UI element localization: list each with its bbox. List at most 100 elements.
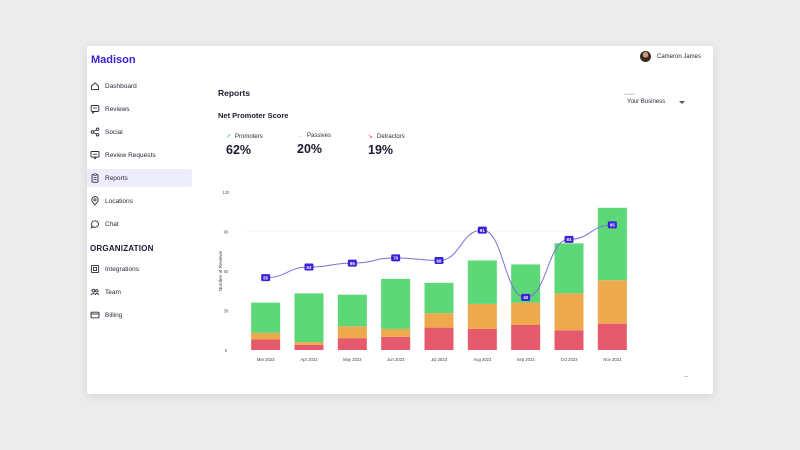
y-tick-label: 120 — [223, 190, 231, 195]
sidebar-item-label: Chat — [105, 220, 119, 228]
x-tick-label: May 2023 — [343, 357, 362, 362]
sidebar-item-dashboard[interactable]: Dashboard — [87, 77, 192, 95]
section-heading-organization: ORGANIZATION — [90, 244, 154, 253]
line-point-marker — [477, 226, 487, 234]
line-point-label: 91 — [480, 228, 485, 233]
bar-promoters — [251, 302, 281, 333]
bar-detractors — [424, 327, 454, 350]
bar-passives — [251, 332, 281, 340]
metric-label: Passives — [307, 133, 332, 139]
bar-detractors — [381, 336, 411, 350]
business-select-value: Your Business — [627, 99, 666, 105]
bar-detractors — [511, 324, 541, 350]
x-tick-label: Jul 2023 — [431, 357, 448, 362]
bar-detractors — [554, 330, 584, 350]
team-icon — [90, 287, 100, 297]
sidebar-item-review-requests[interactable]: Review Requests — [87, 146, 192, 164]
y-tick-label: 60 — [224, 269, 229, 274]
app-logo[interactable]: Madison — [91, 54, 136, 66]
sidebar-item-reports[interactable]: Reports — [87, 169, 192, 187]
x-tick-label: Mar 2023 — [257, 357, 275, 362]
avatar[interactable] — [639, 51, 651, 62]
line-point-label: 84 — [567, 237, 572, 242]
metric-label: Detractors — [377, 133, 405, 140]
page-title: Reports — [218, 88, 251, 98]
bar-promoters — [597, 207, 627, 281]
metric-passives: → Passives 20% — [297, 133, 331, 156]
line-point-marker — [521, 293, 531, 301]
bar-passives — [554, 293, 584, 331]
y-axis-label: Number of Reviews — [218, 250, 223, 291]
metric-detractors: ↘ Detractors 19% — [368, 133, 405, 158]
clipboard-icon — [90, 173, 100, 183]
x-tick-label: Nov 2023 — [603, 357, 622, 362]
sidebar-item-billing[interactable]: Billing — [87, 306, 192, 324]
line-point-marker — [347, 259, 357, 267]
bar-detractors — [467, 328, 497, 350]
line-point-marker — [261, 274, 271, 282]
sidebar-item-social[interactable]: Social — [87, 123, 192, 141]
line-point-marker — [564, 235, 574, 243]
bar-promoters — [294, 293, 324, 343]
line-point-label: 66 — [350, 261, 355, 266]
line-point-label: 70 — [393, 256, 398, 261]
line-point-label: 55 — [263, 275, 268, 280]
bar-detractors — [251, 339, 281, 350]
metric-promoters: ↗ Promoters 62% — [226, 133, 263, 158]
resize-handle — [684, 376, 688, 377]
metric-label: Promoters — [235, 133, 263, 140]
business-select-label: Location — [624, 92, 636, 96]
sidebar-item-label: Dashboard — [105, 82, 137, 90]
line-point-marker — [434, 256, 444, 264]
x-tick-label: Aug 2023 — [473, 357, 492, 362]
sidebar-item-team[interactable]: Team — [87, 283, 192, 301]
bar-promoters — [337, 294, 367, 327]
y-tick-label: 0 — [225, 348, 228, 353]
reviews-icon — [90, 104, 100, 114]
line-point-label: 40 — [523, 295, 528, 300]
line-point-label: 63 — [307, 265, 312, 270]
line-point-marker — [391, 254, 401, 262]
home-icon — [90, 81, 100, 91]
sidebar-item-label: Reviews — [105, 105, 130, 113]
nps-chart: 0 30 60 90 120 Number of Reviews Mar 2023 Apr 2… — [218, 190, 634, 362]
sidebar-item-chat[interactable]: Chat — [87, 215, 192, 233]
sidebar-item-locations[interactable]: Locations — [87, 192, 192, 210]
line-point-label: 95 — [610, 223, 615, 228]
message-icon — [90, 150, 100, 160]
line-point-marker — [607, 221, 617, 229]
user-name: Cameron James — [656, 53, 701, 60]
line-point-marker — [304, 263, 314, 271]
metric-value: 20% — [297, 142, 323, 156]
trend-flat-icon: → — [297, 133, 303, 139]
bar-passives — [511, 302, 541, 325]
sidebar-item-label: Social — [105, 128, 123, 136]
sidebar-item-reviews[interactable]: Reviews — [87, 100, 192, 118]
x-tick-label: Oct 2023 — [561, 357, 579, 362]
line-point-label: 68 — [437, 258, 442, 263]
share-icon — [90, 127, 100, 137]
location-icon — [90, 196, 100, 206]
sidebar-item-label: Review Requests — [105, 151, 156, 159]
bar-passives — [381, 328, 411, 337]
billing-icon — [90, 310, 100, 320]
user-menu[interactable]: Cameron James — [639, 51, 701, 62]
bar-promoters — [381, 278, 411, 329]
sidebar-item-integrations[interactable]: Integrations — [87, 260, 192, 278]
bar-detractors — [337, 338, 367, 350]
metric-value: 62% — [226, 143, 252, 157]
bar-detractors — [597, 323, 627, 350]
x-tick-label: Sep 2023 — [517, 357, 536, 362]
app-window: Madison Dashboard Reviews Social Review Req… — [87, 46, 713, 394]
sidebar-item-label: Reports — [105, 174, 128, 182]
sidebar-item-label: Locations — [105, 197, 133, 205]
trend-up-icon: ↗ — [226, 134, 232, 140]
business-select[interactable]: Your Business — [627, 97, 685, 107]
metric-value: 19% — [368, 143, 394, 157]
integrations-icon — [90, 264, 100, 274]
chat-icon — [90, 219, 100, 229]
bar-promoters — [467, 260, 497, 304]
line-series — [265, 224, 613, 298]
sidebar-item-label: Integrations — [105, 265, 139, 273]
bar-passives — [597, 280, 627, 324]
